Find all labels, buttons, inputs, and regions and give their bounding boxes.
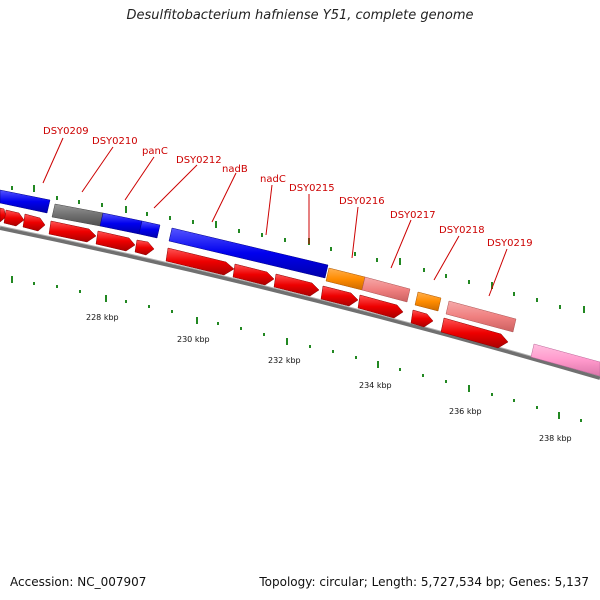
- cds-arrow[interactable]: [48, 220, 97, 243]
- gene-label-panc[interactable]: panC: [142, 146, 168, 157]
- gene-label-dsy0218[interactable]: DSY0218: [439, 225, 485, 236]
- cds-arrow[interactable]: [134, 239, 155, 256]
- scale-label: 238 kbp: [539, 434, 572, 443]
- gene-label-dsy0209[interactable]: DSY0209: [43, 126, 89, 137]
- feature-bar[interactable]: [361, 276, 411, 303]
- genome-title: Desulfitobacterium hafniense Y51, comple…: [126, 8, 474, 23]
- cds-arrow[interactable]: [165, 247, 235, 276]
- cds-arrow[interactable]: [357, 294, 404, 319]
- scale-ticks: [11, 276, 582, 422]
- gene-label-dsy0216[interactable]: DSY0216: [339, 196, 385, 207]
- cds-arrow[interactable]: [22, 213, 46, 232]
- cds-arrow[interactable]: [440, 317, 509, 349]
- feature-bar[interactable]: [445, 300, 517, 333]
- gene-label-dsy0217[interactable]: DSY0217: [390, 210, 436, 221]
- cds-arrow[interactable]: [3, 209, 25, 227]
- feature-bar[interactable]: [530, 343, 600, 377]
- gene-label-nadb[interactable]: nadB: [222, 164, 248, 175]
- cds-arrow[interactable]: [320, 285, 359, 307]
- gene-label-dsy0215[interactable]: DSY0215: [289, 183, 335, 194]
- feature-bar[interactable]: [99, 212, 143, 235]
- feature-bar[interactable]: [138, 220, 161, 239]
- scale-labels: 228 kbp 230 kbp 232 kbp 234 kbp 236 kbp …: [86, 313, 572, 443]
- gene-label-dsy0210[interactable]: DSY0210: [92, 136, 138, 147]
- accession-info: Accession: NC_007907: [10, 575, 147, 589]
- feature-bar[interactable]: [325, 267, 366, 291]
- genome-backbone: [0, 226, 600, 380]
- scale-label: 230 kbp: [177, 335, 210, 344]
- gene-label-dsy0212[interactable]: DSY0212: [176, 155, 222, 166]
- feature-bar[interactable]: [414, 291, 442, 312]
- cds-arrow[interactable]: [410, 309, 434, 328]
- feature-track: [0, 189, 600, 377]
- scale-label: 236 kbp: [449, 407, 482, 416]
- gene-label-leaders: [42, 137, 508, 297]
- cds-arrow[interactable]: [95, 230, 136, 252]
- feature-bar[interactable]: [0, 189, 51, 214]
- scale-label: 228 kbp: [86, 313, 119, 322]
- scale-label: 234 kbp: [359, 381, 392, 390]
- cds-arrow-track: [0, 207, 509, 349]
- genome-summary: Topology: circular; Length: 5,727,534 bp…: [259, 575, 589, 589]
- outer-ticks: [11, 185, 585, 313]
- cds-arrow[interactable]: [273, 273, 320, 297]
- feature-bar[interactable]: [168, 227, 329, 279]
- gene-label-nadc[interactable]: nadC: [260, 174, 286, 185]
- genome-backbone-highlight: [0, 225, 600, 377]
- cds-arrow[interactable]: [232, 263, 275, 286]
- gene-label-dsy0219[interactable]: DSY0219: [487, 238, 533, 249]
- scale-label: 232 kbp: [268, 356, 301, 365]
- gene-labels: DSY0209 DSY0210 panC DSY0212 nadB nadC D…: [43, 126, 533, 249]
